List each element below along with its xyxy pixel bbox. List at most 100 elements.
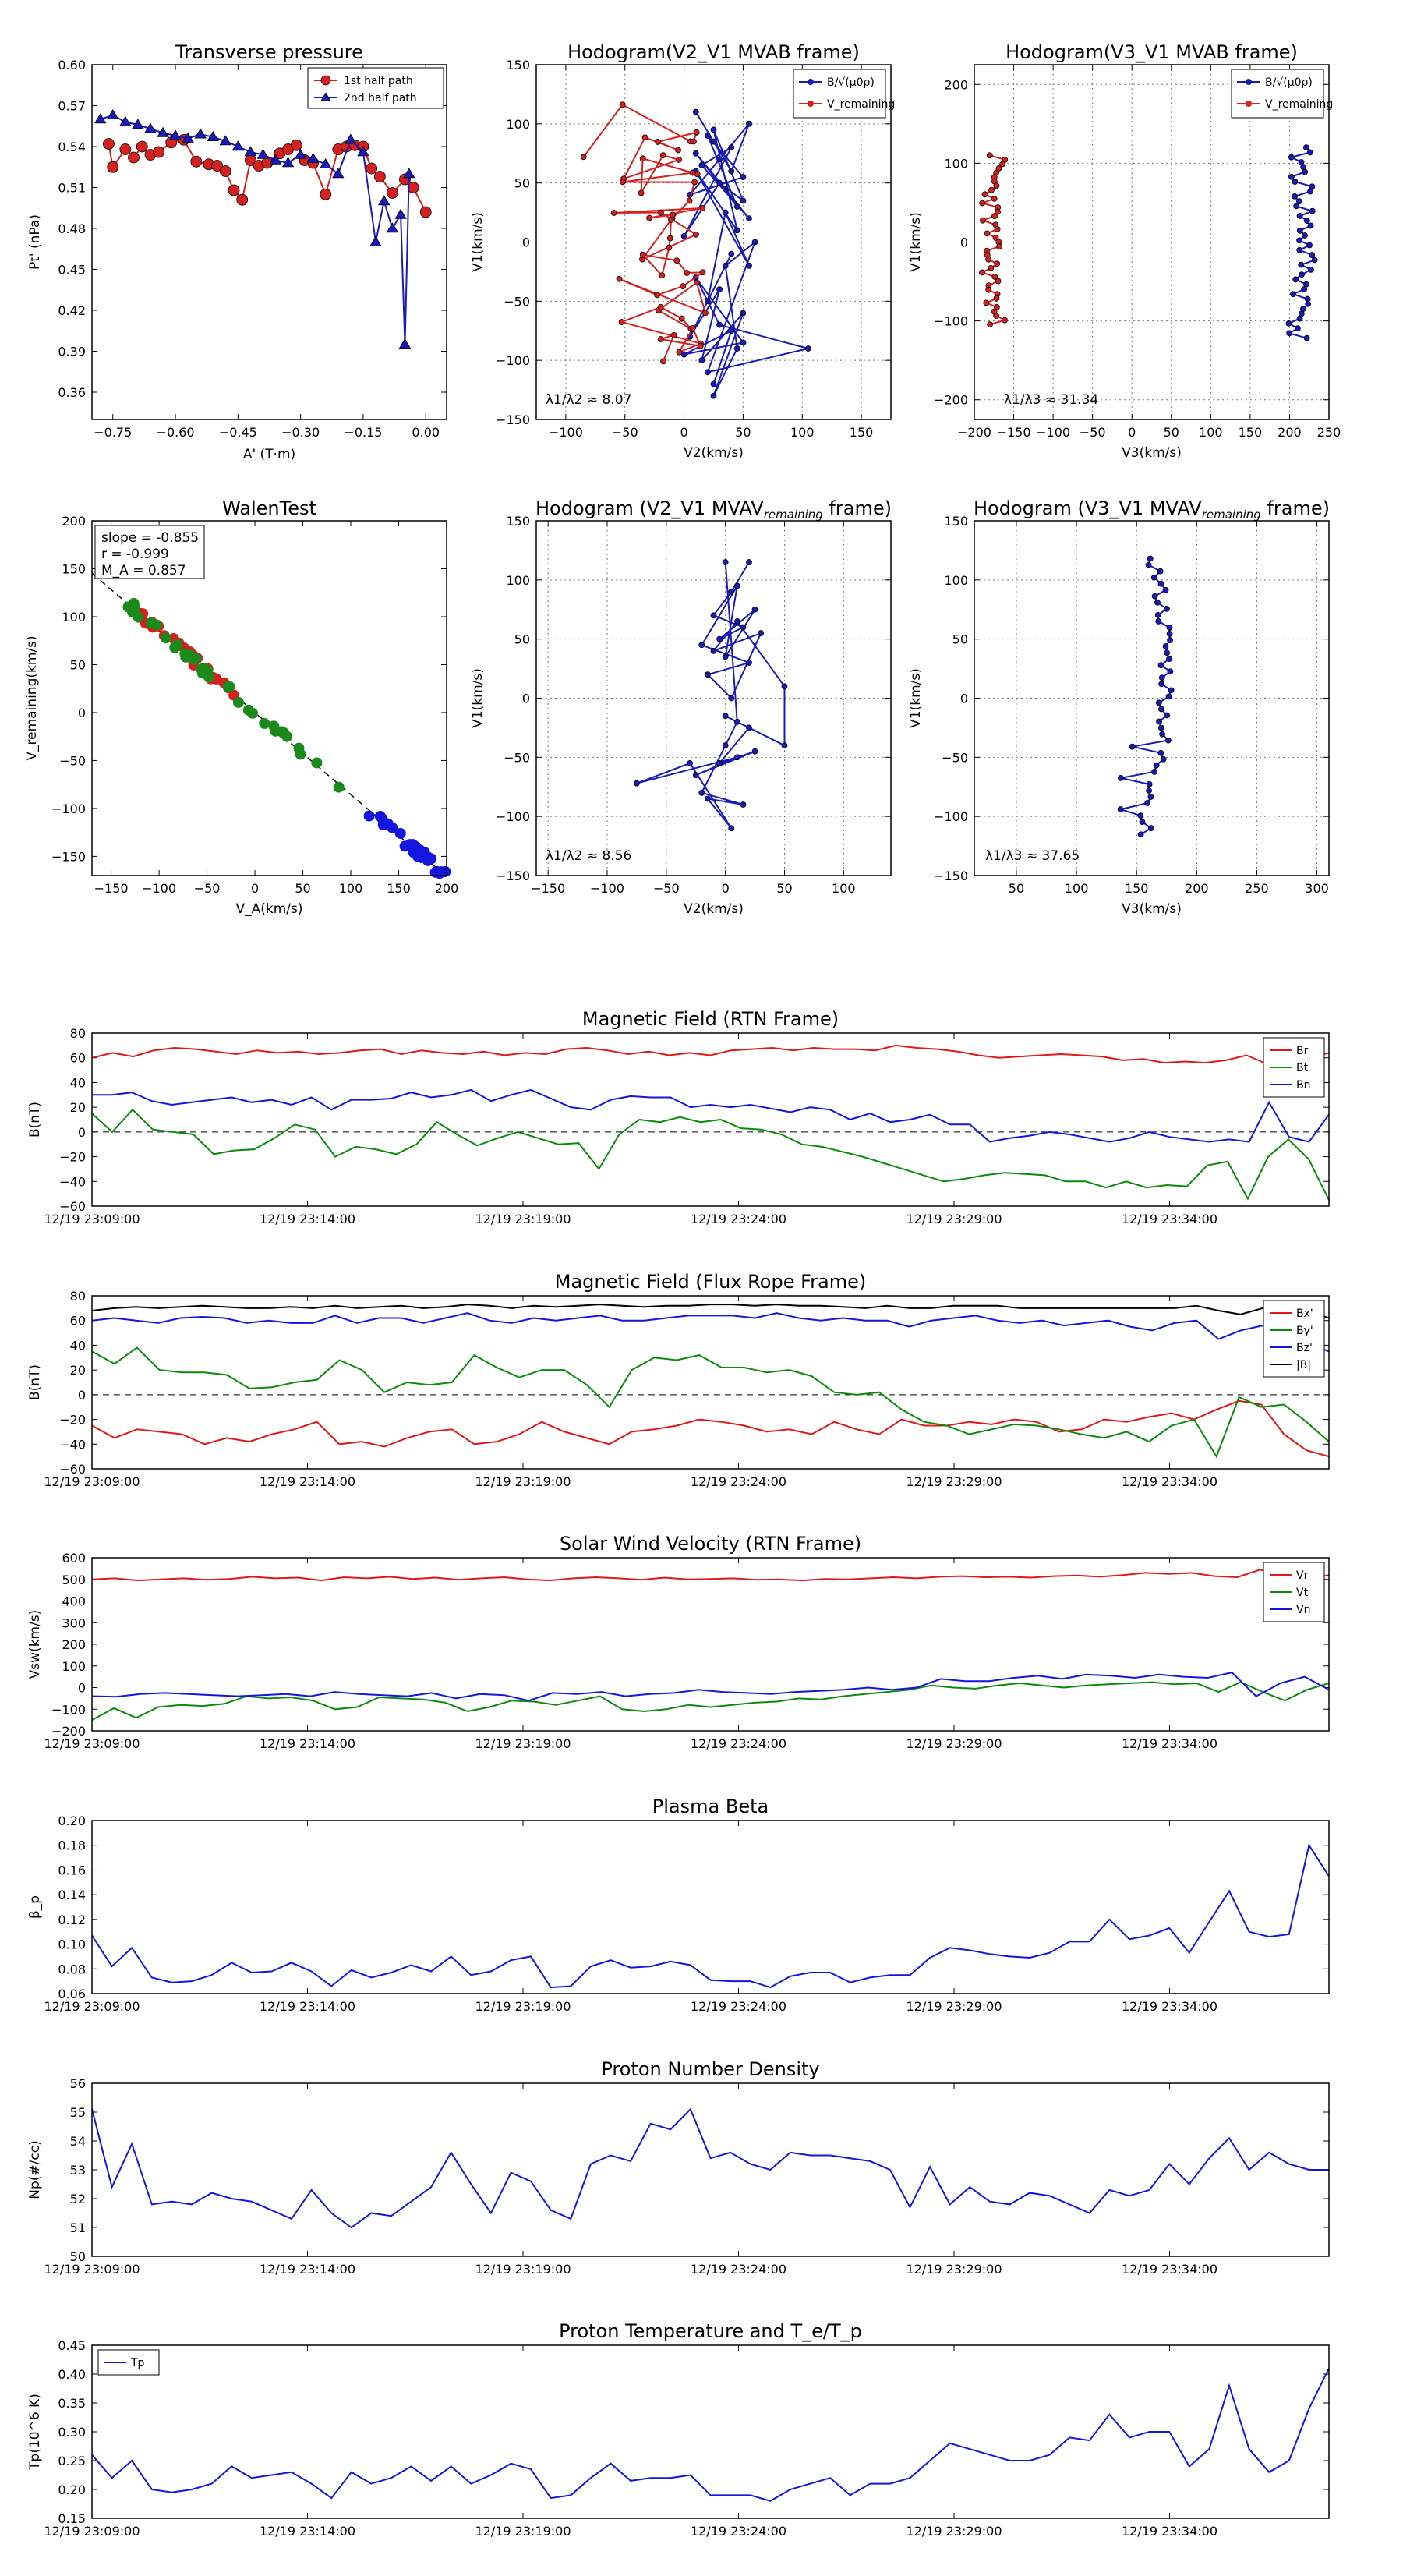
data-point-v-remaining [1002, 317, 1008, 324]
x-tick-label: 200 [1185, 881, 1209, 896]
legend-label: V_remaining [1265, 98, 1333, 111]
x-tick-label: 200 [435, 881, 459, 896]
data-point-v-remaining [988, 264, 995, 271]
legend-box [793, 69, 886, 119]
x-tick-label: −100 [549, 425, 583, 440]
data-point-second-half [294, 148, 307, 159]
data-point-b-field [728, 250, 735, 257]
annotation-text: M_A = 0.857 [101, 563, 186, 579]
data-point-v [740, 801, 747, 808]
data-point-v-remaining [660, 358, 666, 365]
y-tick-label: −100 [496, 353, 530, 368]
data-point-v-remaining [691, 179, 698, 186]
legend-label: Vt [1296, 1587, 1309, 1599]
data-point-b-field [710, 126, 717, 133]
x-tick-label: 12/19 23:14:00 [260, 1474, 355, 1489]
data-point-v-remaining [654, 292, 660, 299]
data-point-v [1166, 631, 1173, 637]
data-point-b-field [716, 179, 723, 186]
data-point-v [1165, 693, 1172, 700]
plot-area [92, 2345, 1329, 2518]
y-tick-label: 0.57 [58, 99, 86, 114]
data-point-first-half [103, 138, 115, 150]
y-axis-label: β_p [27, 1895, 43, 1919]
x-tick-label: 12/19 23:24:00 [691, 1736, 786, 1751]
plot-border [535, 520, 892, 876]
y-tick-label: 0 [78, 706, 86, 720]
data-point-v-remaining [610, 210, 617, 216]
data-point-v [705, 671, 711, 678]
y-axis-label: Tp(10^6 K) [27, 2394, 43, 2471]
data-point-second-half [386, 222, 399, 233]
data-point-v [716, 760, 723, 766]
eigenvalue-ratio-label: λ1/λ2 ≈ 8.56 [546, 848, 631, 864]
y-tick-label: 0.54 [58, 140, 86, 154]
data-point-b-field [1288, 173, 1295, 180]
data-point-v-remaining [673, 257, 680, 264]
data-point-v-remaining [676, 156, 682, 163]
y-axis-label: V1(km/s) [908, 668, 924, 728]
y-tick-label: −20 [59, 1413, 86, 1428]
y-tick-label: 0.42 [58, 303, 86, 318]
data-point-b-field [1309, 252, 1316, 258]
y-tick-label: 0 [522, 235, 530, 250]
y-tick-label: 0.39 [58, 345, 86, 359]
data-point-v [1157, 662, 1164, 669]
walen-data-point [311, 757, 323, 769]
legend-label: V_remaining [827, 98, 895, 111]
data-point-v-remaining [993, 313, 1000, 319]
data-point-v [1158, 681, 1165, 688]
data-point-v [733, 618, 740, 625]
data-point-v [1145, 561, 1152, 568]
walen-data-point [145, 617, 157, 629]
data-point-b-field [1299, 271, 1305, 278]
data-point-b-field [1311, 257, 1318, 264]
data-point-v-remaining [646, 214, 652, 221]
data-point-first-half [136, 140, 148, 153]
panel-title: Hodogram(V3_V1 MVAB frame) [1005, 41, 1298, 63]
walen-data-point [278, 727, 290, 738]
x-tick-label: 12/19 23:29:00 [906, 2524, 1002, 2539]
data-point-first-half [366, 162, 378, 175]
data-point-v [1150, 574, 1157, 581]
data-point-b-field [722, 262, 729, 269]
data-point-v [1164, 605, 1170, 612]
data-point-v-remaining [994, 225, 1001, 232]
x-tick-label: 12/19 23:34:00 [1122, 1212, 1217, 1226]
data-point-v-remaining [992, 235, 999, 241]
series-line-bn [92, 1088, 1330, 1143]
data-point-first-half [219, 165, 231, 177]
data-point-b-field [1303, 334, 1310, 341]
plot-border [974, 64, 1330, 420]
data-point-second-half [378, 195, 391, 206]
panel-plasma-beta: 0.06 0.08 0.10 0.12 0.14 0.16 0.18 0.20 12/19 23… [27, 1796, 1330, 2014]
data-point-b-field [1298, 261, 1305, 268]
x-tick-label: 12/19 23:29:00 [906, 1212, 1002, 1226]
data-point-second-half [307, 152, 320, 164]
walen-data-point [374, 811, 386, 823]
y-tick-label: 0.60 [58, 58, 86, 73]
panel-title: Hodogram(V2_V1 MVAB frame) [567, 41, 860, 63]
x-tick-label: 12/19 23:14:00 [260, 1736, 355, 1751]
panel-hodogram-v2v1-mvab: −100 −50 0 50 100 150 −150 −100 −50 0 50 100 150 Hodo… [470, 41, 895, 461]
panel-title: Proton Number Density [601, 2058, 819, 2080]
y-tick-label: 50 [70, 657, 86, 672]
data-point-v [733, 718, 740, 725]
data-point-v-remaining [694, 279, 700, 286]
x-axis-label: V2(km/s) [684, 445, 744, 461]
data-point-v-remaining [680, 283, 687, 290]
data-point-v-remaining [991, 274, 998, 280]
data-point-second-half [369, 235, 382, 246]
data-point-second-half [194, 128, 207, 139]
data-point-v [1137, 812, 1144, 819]
plot-border [91, 1820, 1330, 1994]
walen-data-point [382, 818, 394, 830]
y-tick-label: 0 [78, 1388, 86, 1403]
data-point-first-half [373, 171, 386, 182]
data-point-b-field [710, 392, 717, 399]
series-line-vr [91, 1569, 1330, 1582]
data-point-v [1147, 825, 1154, 832]
legend-label: 2nd half path [344, 92, 417, 104]
data-point-v-remaining [655, 139, 661, 145]
